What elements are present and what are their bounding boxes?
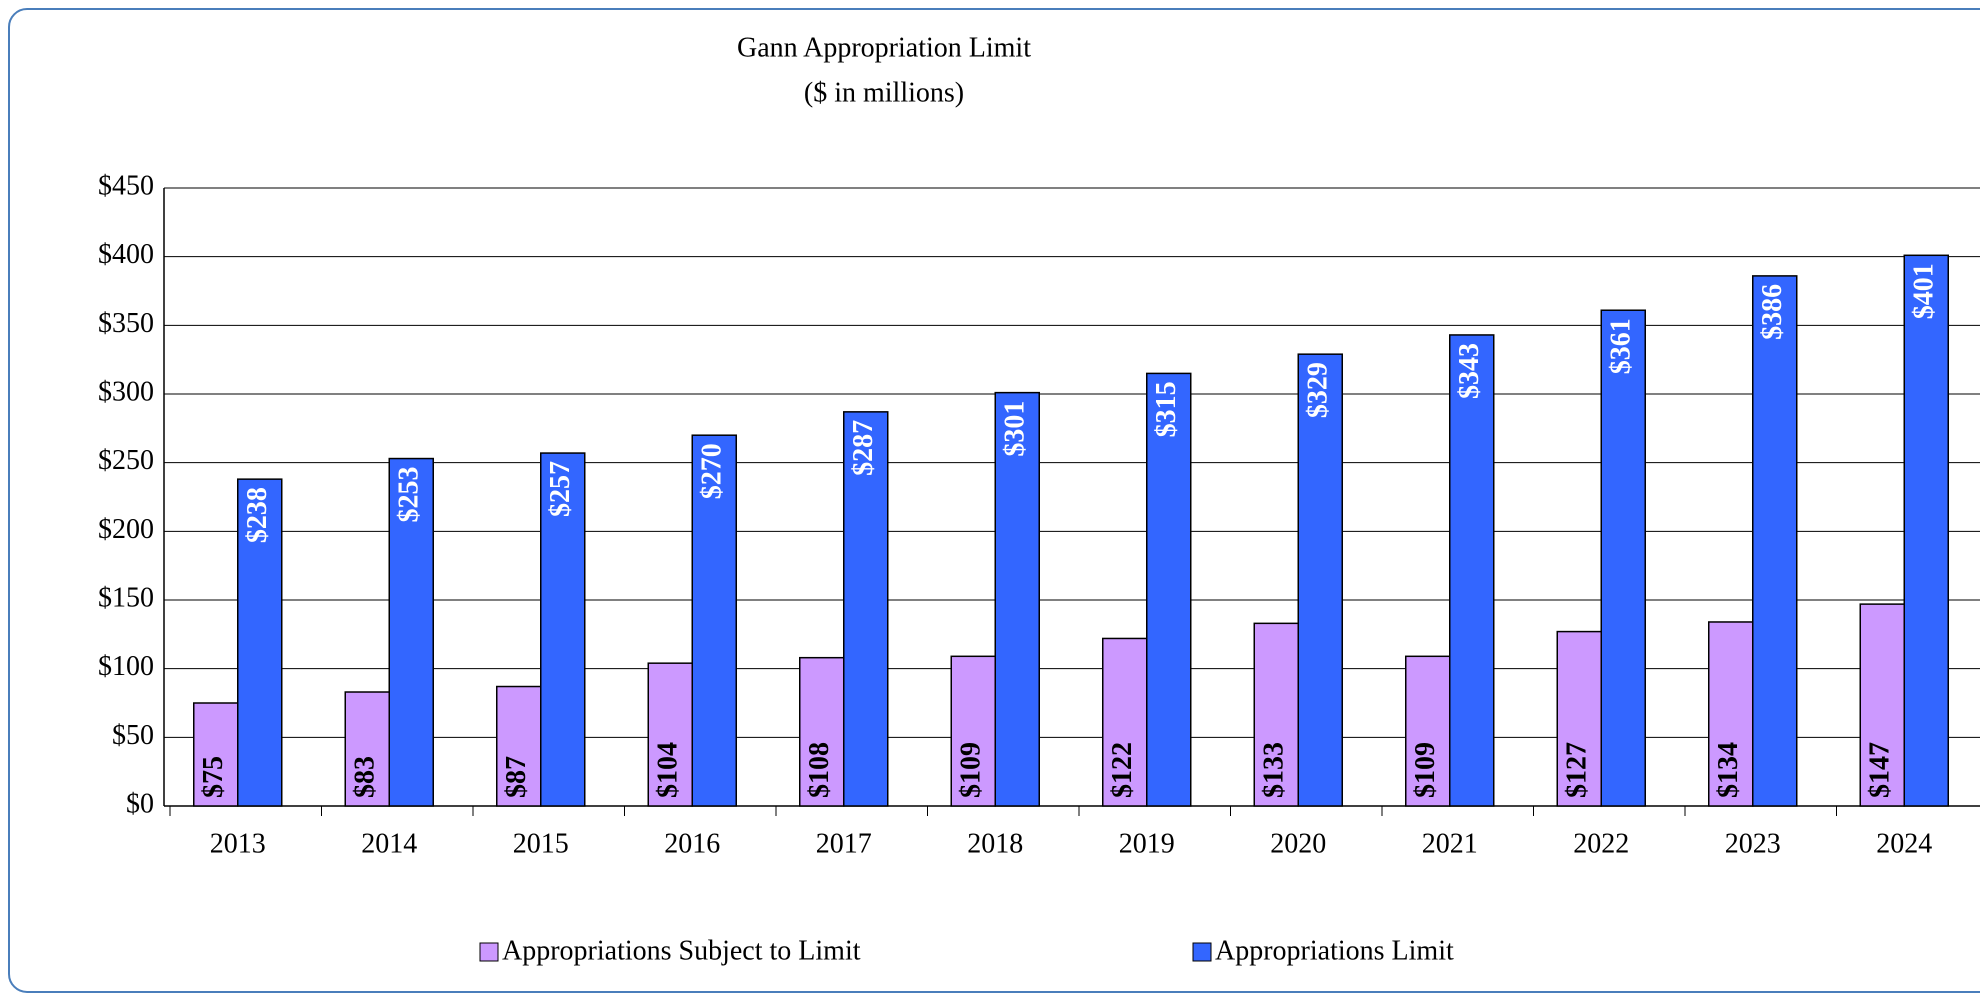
x-tick-label: 2017 (816, 828, 872, 859)
value-label: $361 (1606, 318, 1637, 374)
x-tick-label: 2018 (967, 828, 1023, 859)
value-label: $122 (1107, 742, 1138, 798)
value-label: $127 (1562, 742, 1593, 798)
bar (843, 411, 889, 807)
bar (1752, 275, 1798, 807)
value-label: $109 (1410, 742, 1441, 798)
x-tick-label: 2014 (361, 828, 417, 859)
y-tick-label: $50 (112, 720, 154, 751)
legend-label: Appropriations Subject to Limit (502, 935, 861, 966)
x-tick-label: 2021 (1422, 828, 1478, 859)
chart-border (8, 8, 1980, 993)
bar (496, 685, 542, 807)
value-label: $83 (350, 756, 381, 798)
y-tick-label: $150 (98, 582, 154, 613)
y-tick-label: $400 (98, 239, 154, 270)
value-label: $75 (198, 756, 229, 798)
y-tick-label: $300 (98, 376, 154, 407)
y-tick-label: $350 (98, 308, 154, 339)
x-tick-label: 2013 (210, 828, 266, 859)
value-label: $147 (1865, 742, 1896, 798)
y-tick-label: $100 (98, 651, 154, 682)
value-label: $401 (1909, 263, 1940, 319)
x-tick-label: 2016 (664, 828, 720, 859)
y-tick-label: $200 (98, 514, 154, 545)
value-label: $329 (1303, 362, 1334, 418)
bar (1556, 630, 1602, 807)
bar (1903, 254, 1949, 807)
value-label: $386 (1757, 284, 1788, 340)
bar (994, 391, 1040, 807)
chart-title: Gann Appropriation Limit (737, 32, 1031, 63)
legend-label: Appropriations Limit (1215, 935, 1454, 966)
x-tick-label: 2024 (1876, 828, 1932, 859)
value-label: $134 (1713, 742, 1744, 798)
y-tick-label: $0 (126, 788, 154, 819)
y-tick-label: $450 (98, 170, 154, 201)
value-label: $108 (804, 742, 835, 798)
bar (344, 691, 390, 807)
x-tick-label: 2019 (1119, 828, 1175, 859)
value-label: $104 (653, 742, 684, 798)
bar (1405, 655, 1451, 807)
legend-swatch (1192, 942, 1212, 962)
chart-subtitle: ($ in millions) (804, 77, 964, 108)
bar (647, 662, 693, 807)
bar (1600, 309, 1646, 807)
bar (237, 478, 283, 807)
value-label: $238 (242, 487, 273, 543)
value-label: $315 (1151, 381, 1182, 437)
bar (1708, 621, 1754, 807)
value-label: $109 (956, 742, 987, 798)
value-label: $253 (394, 467, 425, 523)
value-label: $287 (848, 420, 879, 476)
bar (1449, 334, 1495, 807)
bar (1102, 637, 1148, 807)
value-label: $257 (545, 461, 576, 517)
value-label: $301 (1000, 401, 1031, 457)
x-tick-label: 2022 (1573, 828, 1629, 859)
bar (1859, 603, 1905, 807)
bar (691, 434, 737, 807)
bar (1253, 622, 1299, 807)
bar (388, 457, 434, 807)
value-label: $270 (697, 443, 728, 499)
bar (950, 655, 996, 807)
x-tick-label: 2015 (513, 828, 569, 859)
bar (1146, 372, 1192, 807)
value-label: $133 (1259, 742, 1290, 798)
legend-swatch (479, 942, 499, 962)
bar (1297, 353, 1343, 807)
x-tick-label: 2020 (1270, 828, 1326, 859)
x-tick-label: 2023 (1725, 828, 1781, 859)
y-tick-label: $250 (98, 445, 154, 476)
value-label: $87 (501, 756, 532, 798)
value-label: $343 (1454, 343, 1485, 399)
bar (540, 452, 586, 807)
